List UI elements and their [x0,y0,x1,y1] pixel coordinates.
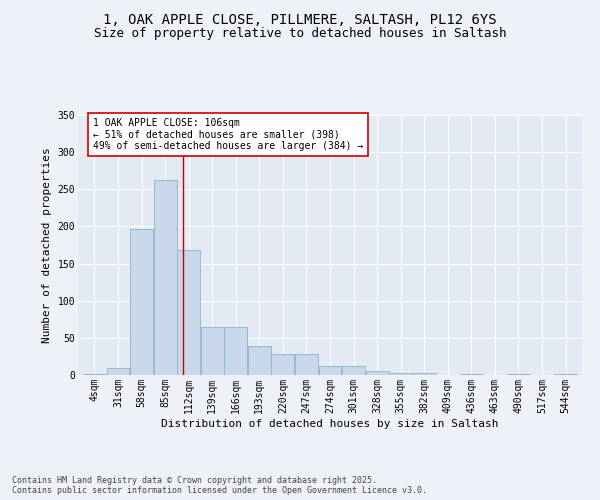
Text: 1, OAK APPLE CLOSE, PILLMERE, SALTASH, PL12 6YS: 1, OAK APPLE CLOSE, PILLMERE, SALTASH, P… [103,12,497,26]
Bar [130,230,153,375]
Bar [107,368,130,375]
Bar [201,326,224,375]
Bar [365,370,389,375]
Bar [83,374,106,375]
Bar [460,374,483,375]
Bar [271,354,295,375]
Bar [224,326,247,375]
Bar [248,346,271,375]
Bar [389,373,412,375]
Text: 1 OAK APPLE CLOSE: 106sqm
← 51% of detached houses are smaller (398)
49% of semi: 1 OAK APPLE CLOSE: 106sqm ← 51% of detac… [93,118,363,151]
Y-axis label: Number of detached properties: Number of detached properties [42,147,52,343]
Bar [342,366,365,375]
Bar [319,366,341,375]
Text: Size of property relative to detached houses in Saltash: Size of property relative to detached ho… [94,28,506,40]
Bar [554,374,577,375]
Bar [154,180,176,375]
Bar [413,373,436,375]
X-axis label: Distribution of detached houses by size in Saltash: Distribution of detached houses by size … [161,418,499,428]
Bar [507,374,530,375]
Text: Contains HM Land Registry data © Crown copyright and database right 2025.
Contai: Contains HM Land Registry data © Crown c… [12,476,427,495]
Bar [177,250,200,375]
Bar [295,354,318,375]
